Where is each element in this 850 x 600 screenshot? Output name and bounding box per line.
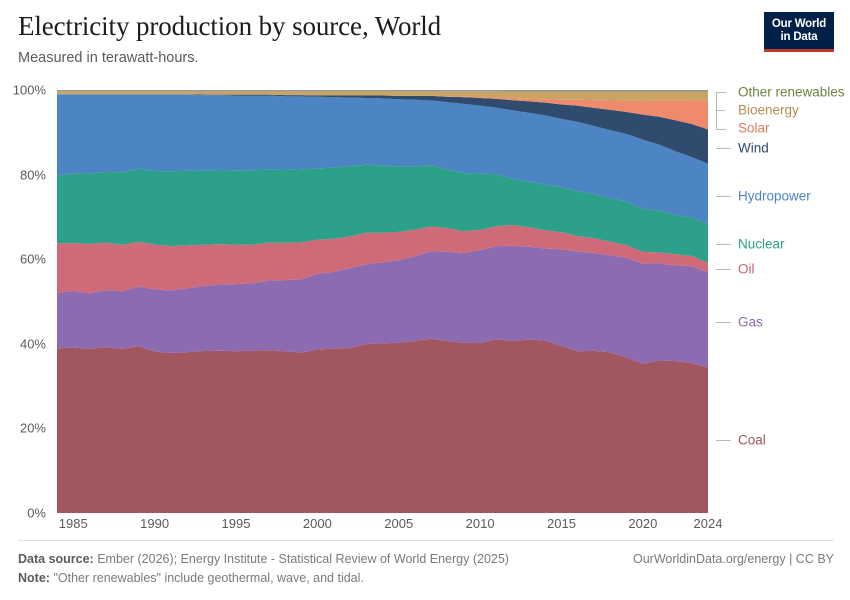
page-title: Electricity production by source, World [18, 11, 442, 41]
area-band-nuclear[interactable] [57, 164, 708, 263]
note-text: "Other renewables" include geothermal, w… [53, 571, 364, 585]
y-axis-tick: 60% [19, 251, 46, 267]
y-axis: 0% 20% 40% 60% 80% 100% [0, 82, 52, 522]
area-band-bioenergy[interactable] [57, 91, 708, 102]
logo-line-2: in Data [780, 30, 818, 43]
chart-legend: Other renewables Bioenergy Solar Wind Hydrop… [710, 82, 850, 522]
stacked-area-svg [57, 90, 708, 513]
legend-connector-line [716, 269, 731, 270]
legend-label: Wind [738, 140, 769, 156]
logo-line-1: Our World [771, 17, 827, 30]
y-axis-tick: 80% [19, 167, 46, 183]
legend-label: Bioenergy [738, 102, 799, 118]
legend-bracket-stub [716, 110, 725, 111]
legend-label: Hydropower [738, 188, 811, 204]
legend-label: Oil [738, 261, 755, 277]
attribution[interactable]: OurWorldinData.org/energy | CC BY [632, 552, 834, 566]
y-axis-tick: 20% [19, 420, 46, 436]
x-axis-tick: 1995 [221, 516, 251, 531]
x-axis-tick: 1985 [58, 516, 88, 531]
area-band-gas[interactable] [57, 245, 708, 368]
owid-logo[interactable]: Our World in Data [764, 12, 834, 52]
plot-area[interactable] [57, 90, 708, 513]
legend-label: Gas [738, 314, 763, 330]
area-band-oil[interactable] [57, 225, 708, 294]
x-axis: 1985 1990 1995 2000 2005 2010 2015 2020 2024 [57, 516, 723, 538]
chart-header: Electricity production by source, World … [18, 10, 832, 68]
x-axis-tick: 2020 [628, 516, 658, 531]
source-text: Ember (2026); Energy Institute - Statist… [97, 552, 509, 566]
legend-connector-line [716, 244, 731, 245]
x-axis-tick: 1990 [140, 516, 170, 531]
chart-subtitle: Measured in terawatt-hours. [18, 50, 199, 66]
legend-label: Solar [738, 120, 770, 136]
x-axis-tick: 2010 [465, 516, 495, 531]
legend-connector-line [716, 440, 731, 441]
x-axis-tick: 2000 [302, 516, 332, 531]
y-axis-tick: 40% [19, 336, 46, 352]
note-label: Note: [18, 571, 50, 585]
y-axis-tick: 0% [27, 505, 46, 521]
legend-bracket [716, 92, 726, 130]
chart-footer: Data source: Ember (2026); Energy Instit… [18, 540, 834, 588]
y-axis-tick: 100% [12, 82, 46, 98]
area-band-hydropower[interactable] [57, 94, 708, 225]
x-axis-tick: 2005 [384, 516, 414, 531]
legend-label: Nuclear [738, 236, 785, 252]
legend-connector-line [716, 148, 731, 149]
legend-label: Other renewables [738, 84, 845, 100]
legend-connector-line [716, 322, 731, 323]
area-band-coal[interactable] [57, 338, 708, 513]
legend-label: Coal [738, 432, 766, 448]
x-axis-tick: 2015 [547, 516, 576, 531]
x-axis-tick: 2024 [693, 516, 723, 531]
source-label: Data source: [18, 552, 94, 566]
area-band-wind[interactable] [57, 94, 708, 164]
legend-connector-line [716, 196, 731, 197]
